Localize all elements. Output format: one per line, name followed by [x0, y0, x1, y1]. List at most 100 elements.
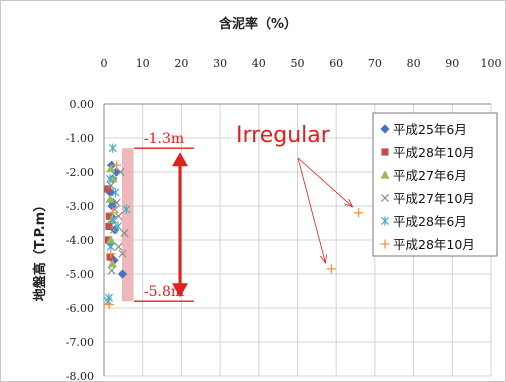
data-point: [106, 174, 115, 184]
annotations: -1.3m -5.8m Irregular: [134, 123, 354, 302]
data-point: [380, 216, 390, 226]
irregular-pointer: [297, 157, 326, 264]
bottom-depth-label: -5.8m: [144, 284, 184, 300]
data-point: [106, 253, 114, 261]
x-tick-label: 0: [101, 57, 108, 70]
data-point: [109, 215, 118, 225]
data-point: [113, 221, 122, 231]
data-point: [353, 208, 364, 218]
marker-stroke: [114, 242, 123, 251]
legend-label: 平成25年6月: [393, 122, 467, 137]
x-tick-label: 100: [481, 57, 502, 70]
data-point: [107, 208, 118, 218]
x-tick-label: 60: [329, 57, 343, 70]
data-point: [114, 212, 123, 221]
depth-arrow-head-up: [172, 152, 188, 167]
legend-label: 平成28年10月: [393, 145, 475, 160]
irregular-pointer-head: [320, 254, 327, 264]
data-point: [380, 170, 390, 179]
data-point: [380, 193, 390, 203]
series-points: [106, 167, 129, 275]
gridlines: [103, 103, 492, 377]
data-point: [106, 181, 115, 190]
legend-label: 平成28年10月: [393, 237, 475, 252]
data-point: [326, 264, 337, 274]
series-points: [104, 160, 364, 310]
legend-label: 平成28年6月: [393, 214, 467, 229]
y-tick-label: -7.00: [66, 336, 94, 349]
y-tick-label: -5.00: [66, 268, 94, 281]
legend-label: 平成27年6月: [393, 168, 467, 183]
legend-item: 平成27年6月: [380, 168, 467, 183]
data-point: [107, 259, 118, 268]
data-point: [114, 242, 123, 251]
data-point: [380, 239, 390, 249]
marker-stroke: [112, 198, 121, 207]
data-point: [116, 167, 125, 177]
data-point: [120, 229, 129, 238]
marker-stroke: [380, 193, 390, 203]
y-tick-label: -1.00: [66, 132, 94, 145]
y-tick-label: -8.00: [66, 370, 94, 382]
depth-range-band: [122, 148, 134, 302]
y-tick-label: -3.00: [66, 200, 94, 213]
data-point: [117, 269, 128, 279]
data-point: [112, 160, 122, 170]
legend-box: [372, 112, 498, 257]
legend: 平成25年6月平成28年10月平成27年6月平成27年10月平成28年6月平成2…: [372, 112, 498, 257]
y-tick-label: 0.00: [70, 98, 95, 111]
legend-label: 平成27年10月: [393, 191, 475, 206]
y-tick-label: -4.00: [66, 234, 94, 247]
irregular-pointer-head: [344, 198, 354, 208]
marker-stroke: [116, 167, 125, 177]
x-tick-label: 90: [445, 57, 459, 70]
data-point: [105, 194, 115, 203]
legend-item: 平成28年10月: [381, 145, 475, 160]
irregular-pointer: [297, 157, 353, 208]
y-tick-label: -6.00: [66, 302, 94, 315]
data-point: [122, 204, 131, 214]
marker-stroke: [107, 266, 116, 275]
irregular-label: Irregular: [236, 123, 331, 148]
data-point: [106, 235, 116, 244]
data-point: [107, 266, 116, 275]
data-point: [118, 249, 127, 258]
data-point: [105, 212, 113, 220]
data-point: [106, 249, 116, 259]
y-axis-ticks: 0.00 -1.00 -2.00 -3.00 -4.00 -5.00 -6.00 -7.00 -…: [66, 98, 94, 382]
series-points: [104, 143, 131, 306]
depth-arrow-head-down: [172, 283, 188, 298]
y-axis-label: 地盤高（T.P.m）: [32, 199, 48, 301]
legend-item: 平成28年6月: [380, 214, 467, 229]
data-point: [112, 198, 121, 207]
marker-stroke: [114, 212, 123, 221]
data-point: [111, 187, 120, 197]
data-point: [106, 164, 116, 173]
x-axis-ticks: 0 10 20 30 40 50 60 70 80 90 100: [101, 57, 502, 70]
x-tick-label: 10: [136, 57, 150, 70]
data-point: [108, 143, 117, 153]
chart-title: 含泥率（%）: [218, 16, 297, 32]
y-tick-label: -2.00: [66, 166, 94, 179]
marker-stroke: [106, 181, 115, 190]
x-tick-label: 30: [213, 57, 227, 70]
legend-item: 平成27年10月: [380, 191, 475, 206]
data-point: [105, 222, 113, 230]
x-tick-label: 40: [252, 57, 266, 70]
marker-stroke: [120, 229, 129, 238]
legend-item: 平成25年6月: [380, 122, 467, 137]
x-tick-label: 50: [291, 57, 305, 70]
data-points: [104, 143, 364, 310]
data-point: [381, 148, 389, 156]
x-tick-label: 80: [407, 57, 421, 70]
x-tick-label: 20: [174, 57, 188, 70]
data-point: [380, 124, 390, 134]
x-tick-label: 70: [368, 57, 382, 70]
data-point: [104, 300, 114, 310]
marker-stroke: [118, 249, 127, 258]
range-band: [122, 148, 134, 302]
legend-item: 平成28年10月: [380, 237, 475, 252]
top-depth-label: -1.3m: [144, 131, 184, 147]
